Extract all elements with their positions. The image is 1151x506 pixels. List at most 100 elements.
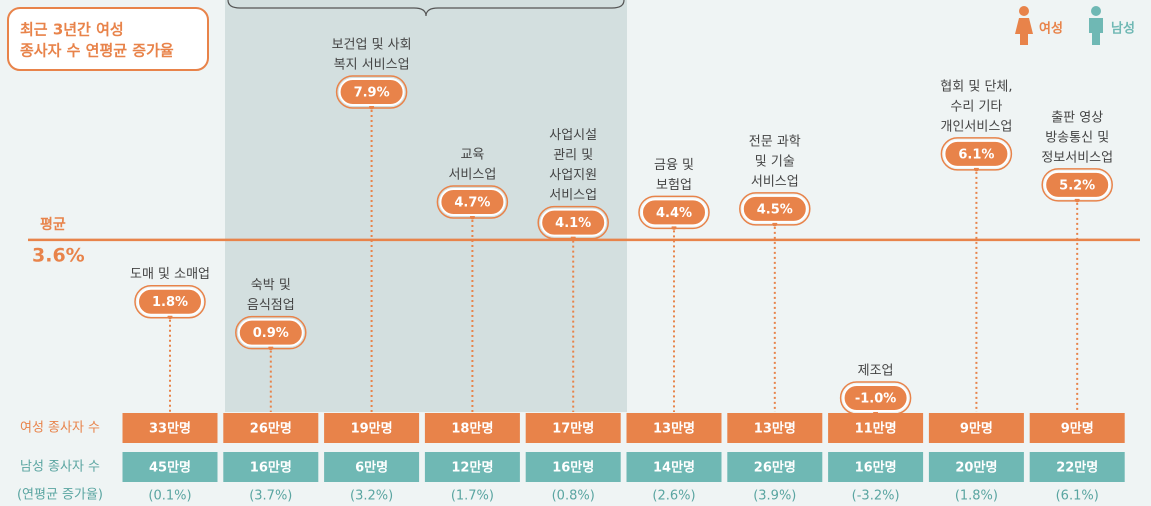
pill-outline xyxy=(1041,168,1113,202)
category-label: 서비스업 xyxy=(448,168,496,183)
legend-label: 여성 xyxy=(1039,21,1063,37)
category-label: 정보서비스업 xyxy=(1041,150,1113,165)
value-pill xyxy=(237,318,304,347)
value-pill xyxy=(439,188,506,217)
table-cell-text: (6.1%) xyxy=(1056,489,1099,504)
category-label: 사업시설 xyxy=(549,128,597,143)
table-cell xyxy=(727,452,823,482)
category-label: 제조업 xyxy=(858,364,894,379)
table-cell xyxy=(424,413,520,443)
table-cell-text: 13만명 xyxy=(653,421,695,437)
table-cell-text: (0.8%) xyxy=(552,489,595,504)
value-pill xyxy=(842,384,909,412)
value-pill xyxy=(137,287,203,316)
table-cell-text: 20만명 xyxy=(955,460,997,476)
table-cell xyxy=(727,413,823,443)
table-cell-text: 16만명 xyxy=(250,460,292,476)
chart-title: 최근 3년간 여성 xyxy=(20,21,124,39)
table-cell-text: (-3.2%) xyxy=(852,489,900,504)
table-cell-text: 6만명 xyxy=(355,460,388,476)
table-cell xyxy=(626,413,722,443)
table-cell-text: 18만명 xyxy=(451,421,493,437)
value-label: 4.4% xyxy=(656,206,692,221)
table-cell xyxy=(525,413,621,443)
value-label: -1.0% xyxy=(855,392,896,407)
category-label: 금융 및 xyxy=(654,158,694,173)
category-label: 서비스업 xyxy=(751,174,799,189)
category-label: 도매 및 소매업 xyxy=(130,267,210,282)
pill-outline xyxy=(436,185,509,219)
table-cell-text: (3.9%) xyxy=(753,489,796,504)
value-label: 6.1% xyxy=(958,147,994,162)
table-cell-text: (3.7%) xyxy=(249,489,292,504)
table-cell xyxy=(525,452,621,482)
table-cell-text: 17만명 xyxy=(552,421,594,437)
value-label: 1.8% xyxy=(152,295,188,310)
table-cell-text: 9만명 xyxy=(1061,421,1094,437)
table-cell xyxy=(223,452,319,482)
category-label: 수리 기타 xyxy=(950,99,1002,114)
table-cell xyxy=(828,452,924,482)
table-cell-text: (2.6%) xyxy=(652,489,695,504)
category-label: 서비스업 xyxy=(549,188,597,203)
table-cell-text: 11만명 xyxy=(855,421,897,437)
category-label: 보험업 xyxy=(656,178,692,193)
table-cell-text: 14만명 xyxy=(653,460,695,476)
table-cell-text: (3.2%) xyxy=(350,489,393,504)
category-label: 및 기술 xyxy=(755,154,795,169)
table-cell xyxy=(928,452,1024,482)
value-pill xyxy=(641,198,707,227)
pill-outline xyxy=(739,192,811,226)
category-label: 보건업 및 사회 xyxy=(332,38,412,53)
table-cell xyxy=(626,452,722,482)
table-cell-text: 13만명 xyxy=(754,421,796,437)
pill-outline xyxy=(335,75,408,109)
value-label: 5.2% xyxy=(1059,178,1095,193)
category-label: 방송통신 및 xyxy=(1045,130,1109,145)
table-cell-text: (1.8%) xyxy=(955,489,998,504)
table-cell-text: 19만명 xyxy=(351,421,393,437)
category-label: 전문 과학 xyxy=(749,134,801,149)
table-cell-text: 33만명 xyxy=(149,421,191,437)
value-pill xyxy=(540,208,607,237)
value-pill xyxy=(338,78,405,106)
category-label: 협회 및 단체, xyxy=(940,79,1012,94)
table-cell xyxy=(928,413,1024,443)
table-cell-text: (0.1%) xyxy=(148,489,191,504)
table-cell-text: 16만명 xyxy=(552,460,594,476)
value-label: 4.5% xyxy=(757,202,793,217)
value-pill xyxy=(741,194,808,223)
category-label: 출판 영상 xyxy=(1051,110,1103,125)
pill-outline xyxy=(839,381,912,415)
table-cell-text: 9만명 xyxy=(960,421,993,437)
title-box xyxy=(7,7,209,71)
pill-outline xyxy=(638,195,710,230)
pill-outline xyxy=(940,137,1013,171)
table-cell xyxy=(1029,413,1125,443)
table-cell-text: 16만명 xyxy=(855,460,897,476)
average-label: 평균 xyxy=(40,216,66,233)
table-cell xyxy=(324,452,420,482)
value-pill xyxy=(943,139,1010,168)
value-pill xyxy=(1044,170,1111,199)
category-label: 음식점업 xyxy=(247,298,295,313)
category-label: 복지 서비스업 xyxy=(334,58,410,73)
table-cell xyxy=(223,413,319,443)
table-cell-text: 45만명 xyxy=(149,460,191,476)
brace xyxy=(227,0,625,17)
table-cell xyxy=(1029,452,1125,482)
legend-label: 남성 xyxy=(1111,21,1135,37)
value-label: 0.9% xyxy=(253,326,289,341)
table-cell xyxy=(424,452,520,482)
chart-title: 종사자 수 연평균 증가율 xyxy=(20,42,174,60)
category-label: 개인서비스업 xyxy=(941,119,1013,134)
table-cell-text: 26만명 xyxy=(754,460,796,476)
pill-outline xyxy=(134,284,206,319)
category-label: 사업지원 xyxy=(549,168,597,183)
row-label: 여성 종사자 수 xyxy=(20,421,100,436)
category-label: 교육 xyxy=(460,148,484,163)
value-label: 4.1% xyxy=(555,216,591,231)
table-cell xyxy=(122,452,218,482)
row-label: (연평균 증가율) xyxy=(17,488,103,503)
